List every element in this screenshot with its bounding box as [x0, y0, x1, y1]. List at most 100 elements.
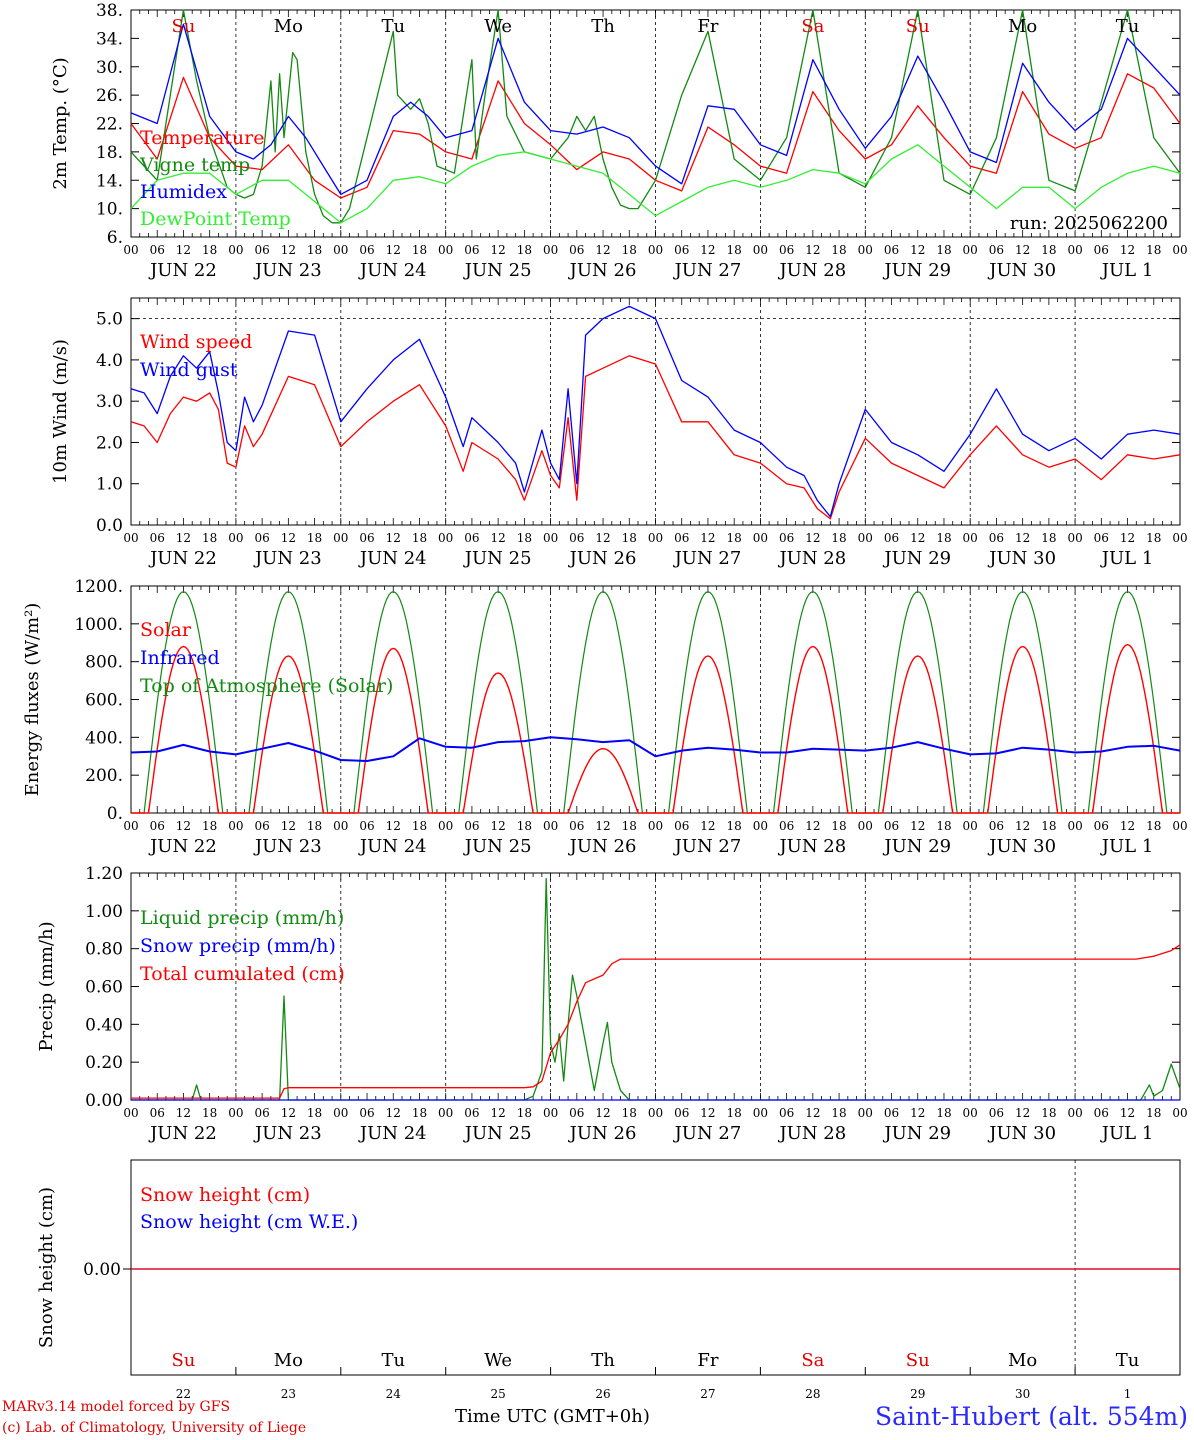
snow-panel: 0.00 Snow height (cm) Snow height (cm) Snow…	[36, 1159, 1181, 1401]
hour-tick-label: 18	[831, 1106, 846, 1120]
day-number: 28	[805, 1387, 820, 1401]
hour-tick-label: 06	[779, 1106, 794, 1120]
hour-tick-label: 06	[254, 1106, 269, 1120]
hour-tick-label: 06	[359, 1106, 374, 1120]
series-line	[130, 23, 1181, 196]
y-tick-label: 0.80	[85, 940, 123, 960]
legend-entry: Solar	[140, 619, 192, 641]
day-name: We	[484, 1350, 512, 1371]
hour-tick-label: 18	[1146, 531, 1161, 545]
hour-tick-label: 00	[543, 531, 558, 545]
y-axis-label: 10m Wind (m/s)	[50, 339, 71, 484]
date-label: JUL 1	[1100, 836, 1154, 857]
date-label: JUN 25	[463, 548, 532, 569]
hour-tick-label: 06	[464, 819, 479, 833]
day-name: Th	[591, 16, 615, 37]
hour-tick-label: 00	[858, 819, 873, 833]
hour-tick-label: 12	[700, 531, 715, 545]
hour-tick-label: 12	[281, 1106, 296, 1120]
hour-tick-label: 12	[700, 1106, 715, 1120]
hour-tick-label: 12	[805, 1106, 820, 1120]
hour-tick-label: 18	[936, 531, 951, 545]
hour-tick-label: 00	[1172, 819, 1187, 833]
series-line	[130, 9, 1181, 224]
y-tick-label: 1.0	[96, 475, 123, 495]
y-tick-label: 1.20	[85, 864, 123, 884]
hour-tick-label: 00	[753, 819, 768, 833]
hour-tick-label: 12	[805, 243, 820, 257]
hour-tick-label: 06	[989, 531, 1004, 545]
hour-tick-label: 12	[1120, 243, 1135, 257]
hour-tick-label: 00	[1067, 243, 1082, 257]
hour-tick-label: 06	[884, 531, 899, 545]
hour-tick-label: 06	[569, 243, 584, 257]
legend-entry: Top of Atmosphere (Solar)	[140, 675, 393, 697]
hour-tick-label: 00	[123, 531, 138, 545]
y-tick-label: 400.	[85, 728, 123, 748]
day-name: Su	[906, 1350, 930, 1371]
day-name: Mo	[1008, 1350, 1037, 1371]
hour-tick-label: 18	[307, 819, 322, 833]
hour-tick-label: 12	[805, 819, 820, 833]
hour-tick-label: 00	[228, 819, 243, 833]
y-axis-label: Snow height (cm)	[36, 1187, 57, 1348]
y-tick-label: 600.	[85, 691, 123, 711]
hour-tick-label: 12	[910, 1106, 925, 1120]
hour-tick-label: 00	[543, 243, 558, 257]
hour-tick-label: 12	[910, 531, 925, 545]
hour-tick-label: 18	[202, 243, 217, 257]
series-line	[131, 643, 1180, 814]
y-tick-label: 0.60	[85, 978, 123, 998]
hour-tick-label: 12	[491, 243, 506, 257]
y-tick-label: 2.0	[96, 433, 123, 453]
hour-tick-label: 00	[438, 1106, 453, 1120]
hour-tick-label: 18	[936, 243, 951, 257]
series-line	[130, 305, 1181, 518]
legend-entry: Liquid precip (mm/h)	[140, 907, 344, 929]
hour-tick-label: 12	[491, 819, 506, 833]
y-tick-label: 0.00	[83, 1260, 121, 1280]
day-number: 1	[1124, 1387, 1132, 1401]
hour-tick-label: 00	[753, 1106, 768, 1120]
hour-tick-label: 12	[1120, 1106, 1135, 1120]
hour-tick-label: 18	[831, 531, 846, 545]
wind-panel: 00 06 12 18 00 06 12 18 00 06 12 18 00 06 12 18 00 06 12 18…	[50, 297, 1188, 569]
date-label: JUL 1	[1100, 1123, 1154, 1144]
hour-tick-label: 00	[648, 819, 663, 833]
hour-tick-label: 18	[517, 531, 532, 545]
day-name: Fr	[697, 1350, 718, 1371]
hour-tick-label: 06	[359, 819, 374, 833]
hour-tick-label: 18	[412, 243, 427, 257]
hour-tick-label: 06	[989, 243, 1004, 257]
hour-tick-label: 18	[307, 531, 322, 545]
hour-tick-label: 12	[176, 243, 191, 257]
hour-tick-label: 00	[1172, 531, 1187, 545]
hour-tick-label: 12	[1015, 1106, 1030, 1120]
date-label: JUN 30	[987, 1123, 1056, 1144]
hour-tick-label: 12	[1015, 531, 1030, 545]
date-label: JUN 30	[987, 260, 1056, 281]
legend-entry: Total cumulated (cm)	[140, 963, 345, 985]
date-label: JUN 23	[253, 836, 322, 857]
y-tick-label: 1000.	[74, 615, 123, 635]
series-line	[130, 144, 1181, 224]
legend-entry: Snow height (cm W.E.)	[140, 1211, 358, 1233]
hour-tick-label: 00	[438, 819, 453, 833]
hour-tick-label: 06	[359, 243, 374, 257]
temperature-panel: 00 06 12 18 00 06 12 18 00 06 12 18 00 06 12 18 00 06 12 18…	[50, 1, 1188, 281]
y-tick-label: 800.	[85, 653, 123, 673]
hour-tick-label: 00	[753, 531, 768, 545]
hour-tick-label: 18	[517, 819, 532, 833]
hour-tick-label: 06	[1094, 531, 1109, 545]
day-number: 30	[1015, 1387, 1030, 1401]
hour-tick-label: 06	[779, 243, 794, 257]
hour-tick-label: 00	[963, 531, 978, 545]
hour-tick-label: 00	[858, 1106, 873, 1120]
date-label: JUN 26	[568, 260, 637, 281]
hour-tick-label: 00	[543, 819, 558, 833]
hour-tick-label: 06	[989, 819, 1004, 833]
hour-tick-label: 06	[884, 819, 899, 833]
date-label: JUN 25	[463, 1123, 532, 1144]
day-name: Fr	[697, 16, 718, 37]
date-label: JUN 22	[148, 836, 217, 857]
